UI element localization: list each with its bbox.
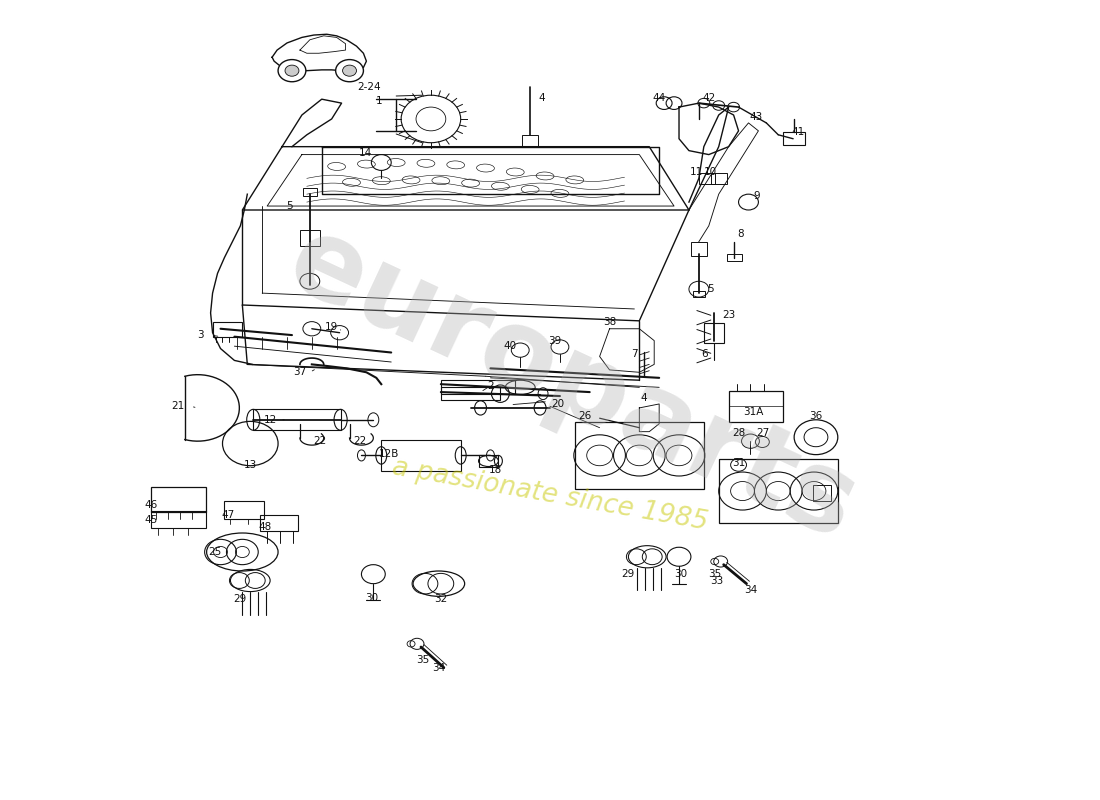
Text: 4: 4	[640, 394, 647, 403]
Text: 35: 35	[416, 654, 430, 665]
Text: 8: 8	[737, 229, 744, 238]
Bar	[151, 487, 206, 513]
Text: 1: 1	[376, 96, 383, 106]
Text: 43: 43	[750, 111, 763, 122]
Bar	[718, 459, 838, 522]
Text: 34: 34	[432, 662, 446, 673]
Bar	[728, 390, 783, 422]
Bar	[704, 323, 724, 343]
Text: 41: 41	[792, 127, 805, 138]
Text: 42: 42	[702, 93, 715, 102]
Polygon shape	[272, 34, 366, 71]
Text: 35: 35	[708, 569, 722, 579]
Bar	[693, 290, 705, 297]
Text: 2: 2	[487, 381, 494, 390]
Bar	[302, 188, 317, 196]
Text: 33: 33	[711, 575, 724, 586]
Text: 9: 9	[754, 190, 760, 201]
Bar	[441, 380, 515, 394]
Text: 40: 40	[504, 341, 517, 351]
Text: europarts: europarts	[271, 206, 872, 562]
Text: 30: 30	[365, 593, 378, 603]
Text: 22: 22	[353, 436, 366, 446]
Text: 31: 31	[732, 458, 745, 468]
Text: 46: 46	[144, 499, 157, 510]
Text: 27: 27	[756, 428, 769, 438]
Text: 48: 48	[258, 522, 272, 532]
Text: 3: 3	[197, 330, 204, 340]
Bar	[253, 410, 341, 430]
Text: 5: 5	[707, 284, 714, 294]
Text: 20: 20	[551, 399, 564, 409]
Circle shape	[278, 59, 306, 82]
Text: 31A: 31A	[744, 407, 763, 417]
Bar	[711, 173, 727, 184]
Text: 13: 13	[244, 460, 257, 470]
Text: 4: 4	[539, 93, 546, 102]
Text: 12B: 12B	[379, 449, 399, 459]
Bar	[382, 439, 461, 471]
Text: 5: 5	[287, 201, 294, 211]
Text: a passionate since 1985: a passionate since 1985	[390, 454, 710, 536]
Bar	[224, 502, 264, 518]
Text: 21: 21	[172, 402, 185, 411]
Text: 23: 23	[722, 310, 735, 319]
Text: 39: 39	[548, 336, 562, 346]
Text: 2-24: 2-24	[358, 82, 382, 91]
Bar	[691, 242, 707, 256]
Text: 44: 44	[652, 93, 666, 102]
Bar	[727, 254, 741, 262]
Bar	[698, 173, 715, 184]
Bar	[212, 322, 242, 337]
Circle shape	[342, 65, 356, 76]
Text: 12: 12	[264, 414, 277, 425]
Bar	[813, 485, 830, 501]
Text: 32: 32	[434, 594, 448, 605]
Text: 26: 26	[579, 411, 592, 421]
Text: 14: 14	[359, 148, 372, 158]
Text: 7: 7	[631, 349, 638, 359]
Text: 29: 29	[620, 569, 634, 579]
Circle shape	[285, 65, 299, 76]
Text: 37: 37	[294, 367, 307, 378]
Text: 36: 36	[810, 411, 823, 421]
Text: 18: 18	[488, 465, 502, 474]
Bar	[575, 422, 704, 489]
Text: 10: 10	[704, 167, 717, 177]
Text: 28: 28	[732, 428, 745, 438]
Text: 29: 29	[233, 594, 248, 605]
Bar	[151, 511, 206, 528]
Text: 11: 11	[691, 167, 704, 177]
Text: 30: 30	[674, 569, 688, 579]
Bar	[300, 230, 320, 246]
Bar	[522, 134, 538, 146]
Text: 38: 38	[603, 318, 616, 327]
Bar	[261, 514, 298, 530]
Text: 19: 19	[324, 322, 339, 332]
Bar	[441, 387, 500, 400]
Bar	[478, 455, 498, 466]
Text: 25: 25	[208, 547, 221, 557]
Text: 45: 45	[144, 515, 157, 526]
Text: 6: 6	[702, 349, 708, 359]
Text: 47: 47	[222, 510, 235, 520]
Text: 22: 22	[314, 436, 327, 446]
Bar	[783, 133, 805, 145]
Text: 34: 34	[744, 585, 757, 595]
Circle shape	[336, 59, 363, 82]
